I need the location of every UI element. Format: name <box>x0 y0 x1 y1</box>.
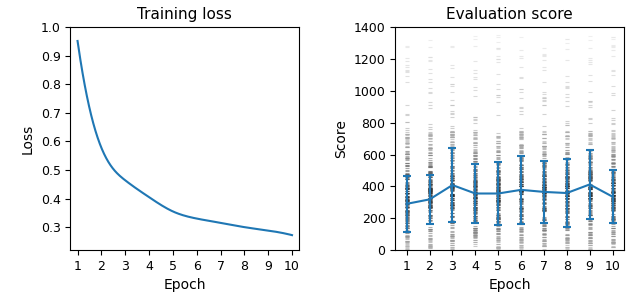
X-axis label: Epoch: Epoch <box>164 278 206 292</box>
Y-axis label: Loss: Loss <box>21 124 35 154</box>
Title: Training loss: Training loss <box>138 7 232 22</box>
Y-axis label: Score: Score <box>334 119 348 158</box>
Title: Evaluation score: Evaluation score <box>446 7 573 22</box>
X-axis label: Epoch: Epoch <box>488 278 531 292</box>
